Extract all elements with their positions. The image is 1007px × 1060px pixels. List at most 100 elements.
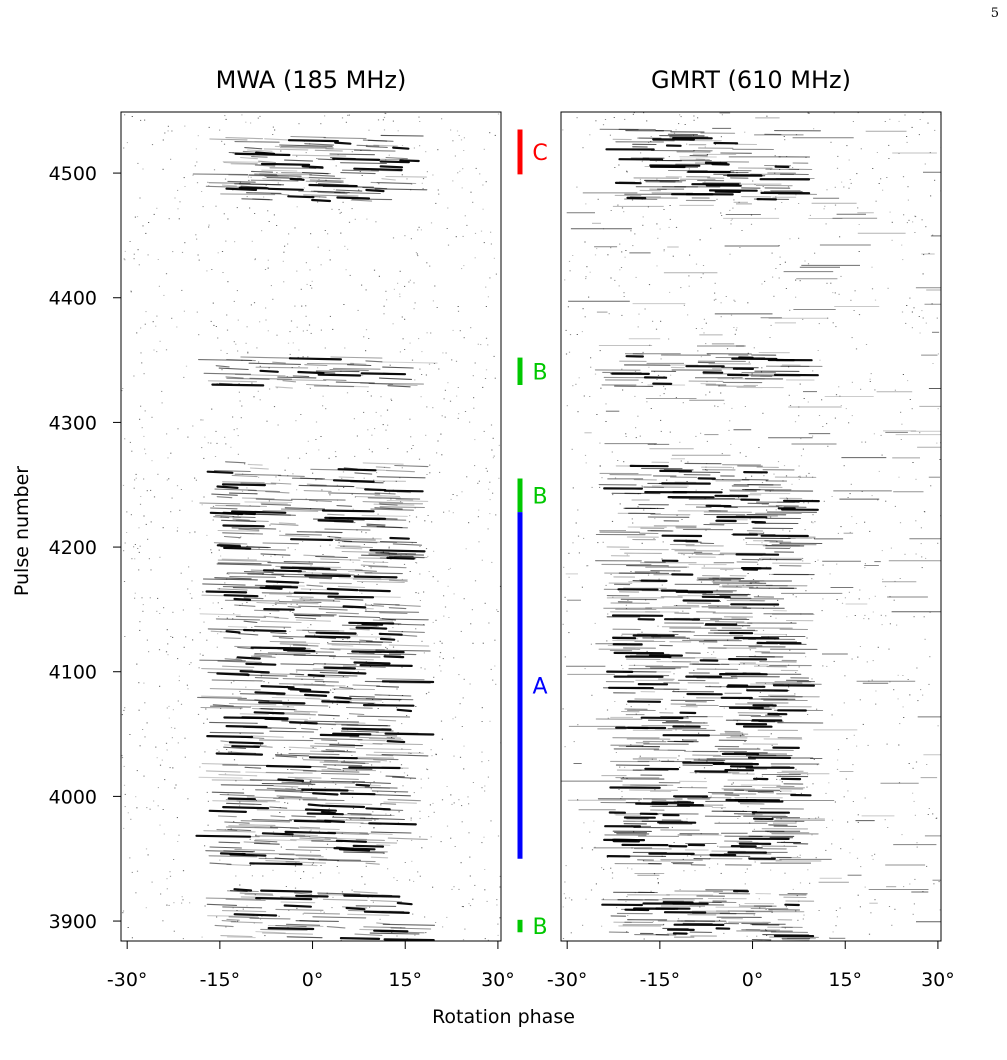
subpulse-streak xyxy=(361,554,414,557)
noise-speck xyxy=(655,328,658,330)
noise-speck xyxy=(380,415,382,417)
noise-speck xyxy=(795,596,797,598)
noise-speck xyxy=(310,851,312,853)
noise-speck xyxy=(478,480,480,482)
noise-speck xyxy=(751,373,753,375)
noise-speck xyxy=(367,391,369,392)
noise-speck xyxy=(432,300,434,302)
noise-speck xyxy=(464,411,467,412)
subpulse-streak xyxy=(220,935,253,938)
noise-speck xyxy=(844,597,846,599)
noise-speck xyxy=(129,734,131,735)
noise-speck xyxy=(888,906,891,907)
noise-speck xyxy=(657,883,659,885)
noise-speck xyxy=(913,307,915,309)
noise-speck xyxy=(852,801,854,802)
noise-speck xyxy=(568,897,571,899)
noise-speck xyxy=(134,558,136,560)
noise-speck xyxy=(880,614,882,616)
noise-speck xyxy=(692,134,695,136)
noise-speck xyxy=(238,383,240,385)
noise-speck xyxy=(673,673,675,675)
noise-speck xyxy=(718,821,720,823)
noise-speck xyxy=(341,891,343,893)
noise-speck xyxy=(156,207,158,209)
noise-speck xyxy=(922,112,924,114)
subpulse-streak xyxy=(323,379,347,381)
noise-speck xyxy=(738,497,740,499)
noise-speck xyxy=(666,479,668,481)
subpulse-streak xyxy=(223,594,259,598)
noise-speck xyxy=(742,584,744,586)
noise-speck xyxy=(936,442,938,444)
subpulse-streak xyxy=(269,826,300,829)
noise-speck xyxy=(320,329,322,331)
noise-speck xyxy=(302,757,304,759)
noise-speck xyxy=(369,666,372,667)
noise-speck xyxy=(625,436,627,437)
subpulse-streak xyxy=(265,585,299,589)
noise-speck xyxy=(426,332,428,334)
noise-speck xyxy=(471,609,473,611)
subpulse-streak xyxy=(379,541,418,544)
noise-speck xyxy=(687,314,689,316)
noise-speck xyxy=(621,635,623,637)
noise-speck xyxy=(757,595,759,597)
noise-speck xyxy=(214,456,217,457)
noise-speck xyxy=(336,866,338,867)
noise-speck xyxy=(916,846,918,848)
noise-speck xyxy=(756,935,758,937)
noise-speck xyxy=(759,907,761,909)
subpulse-streak xyxy=(367,497,421,500)
noise-speck xyxy=(714,292,716,294)
noise-speck xyxy=(368,448,370,450)
noise-speck xyxy=(659,228,661,230)
noise-speck xyxy=(249,864,252,866)
noise-speck xyxy=(333,600,335,602)
noise-speck xyxy=(912,913,914,915)
noise-speck xyxy=(813,537,815,539)
noise-speck xyxy=(785,634,787,636)
mode-label-a: A xyxy=(532,674,547,699)
noise-speck xyxy=(140,119,142,121)
noise-speck xyxy=(275,603,277,605)
noise-speck xyxy=(876,152,878,153)
noise-speck xyxy=(259,399,261,401)
subpulse-streak xyxy=(315,478,349,481)
subpulse-streak xyxy=(313,663,357,666)
subpulse-streak xyxy=(290,538,334,542)
noise-speck xyxy=(454,155,456,157)
noise-speck xyxy=(839,907,841,909)
noise-speck xyxy=(442,658,444,660)
noise-speck xyxy=(371,764,373,766)
noise-speck xyxy=(564,746,566,748)
subpulse-streak xyxy=(269,167,317,169)
noise-speck xyxy=(704,777,706,779)
subpulse-streak xyxy=(258,701,306,705)
noise-speck xyxy=(273,406,276,408)
subpulse-streak xyxy=(211,493,238,496)
noise-speck xyxy=(821,399,823,401)
noise-speck xyxy=(241,114,243,116)
noise-speck xyxy=(218,616,220,617)
noise-speck xyxy=(777,461,780,463)
noise-speck xyxy=(937,408,939,410)
noise-speck xyxy=(650,408,652,409)
noise-speck xyxy=(495,683,497,685)
noise-speck xyxy=(403,563,406,565)
subpulse-streak xyxy=(341,624,378,627)
noise-speck xyxy=(349,559,351,561)
subpulse-streak xyxy=(250,170,274,173)
subpulse-streak xyxy=(287,195,315,199)
noise-speck xyxy=(739,767,741,769)
subpulse-streak xyxy=(218,367,249,371)
noise-speck xyxy=(400,764,403,766)
noise-speck xyxy=(795,194,797,196)
noise-speck xyxy=(744,872,747,873)
noise-speck xyxy=(239,805,241,807)
noise-speck xyxy=(639,435,641,437)
noise-speck xyxy=(707,652,709,653)
subpulse-streak xyxy=(295,669,338,672)
subpulse-streak xyxy=(293,710,318,713)
noise-speck xyxy=(914,232,916,233)
